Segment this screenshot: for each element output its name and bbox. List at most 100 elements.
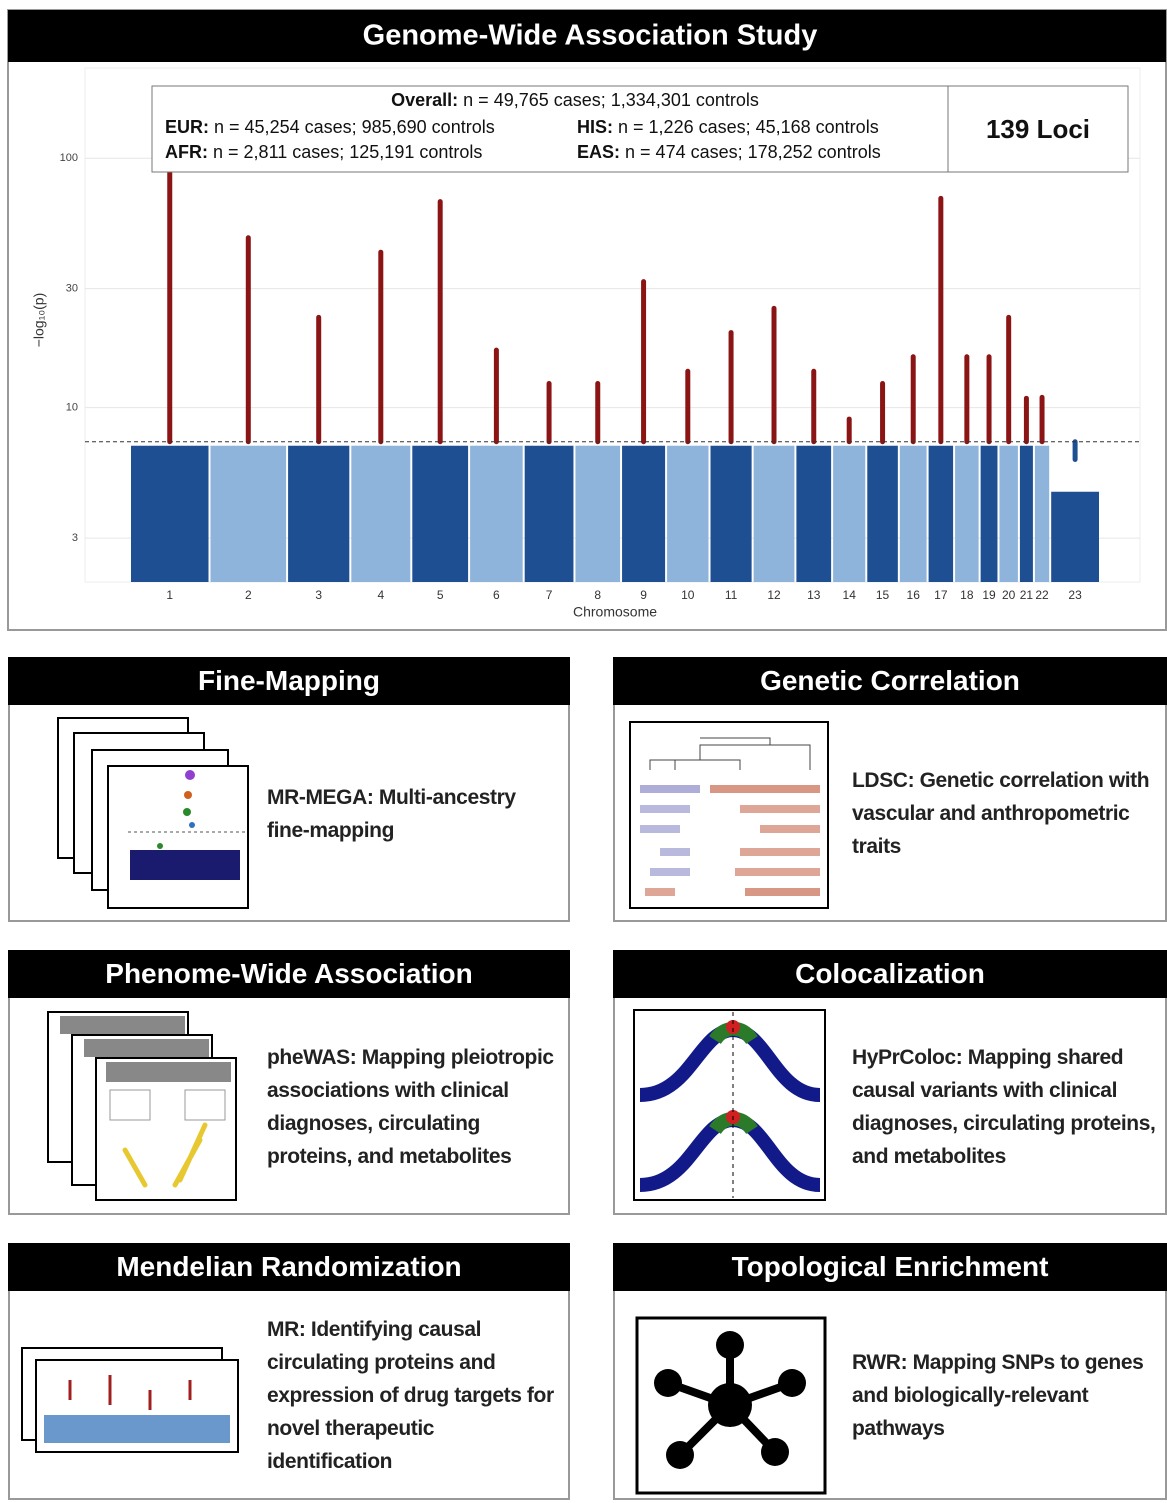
panel-description: RWR: Mapping SNPs to genes and biologica… <box>852 1351 1144 1440</box>
background-snps <box>622 445 666 582</box>
x-axis-label: Chromosome <box>573 604 657 620</box>
x-tick-label: 11 <box>725 588 738 602</box>
panel-description: HyPrColoc: Mapping shared causal variant… <box>852 1045 1156 1168</box>
cohort-label: EAS: <box>577 142 620 162</box>
panel-title: Genetic Correlation <box>613 657 1167 705</box>
panel-text: HyPrColoc: Mapping shared causal variant… <box>852 998 1164 1215</box>
panel-frame <box>8 657 570 922</box>
panel-description: MR-MEGA: Multi-ancestry fine-mapping <box>267 785 516 842</box>
background-snps <box>1051 491 1099 582</box>
panel-frame <box>8 1243 570 1500</box>
background-snps <box>131 445 209 582</box>
panel-text: RWR: Mapping SNPs to genes and biologica… <box>852 1291 1164 1500</box>
x-tick-label: 3 <box>315 588 322 602</box>
x-tick-label: 20 <box>1002 588 1016 602</box>
background-snps <box>1019 445 1033 582</box>
background-snps <box>833 445 866 582</box>
background-snps <box>667 445 709 582</box>
x-tick-label: 23 <box>1068 588 1082 602</box>
background-snps <box>351 445 411 582</box>
chart-title: Genome-Wide Association Study <box>363 20 818 52</box>
x-tick-label: 1 <box>166 588 173 602</box>
background-snps <box>980 445 998 582</box>
phewas-thumb <box>47 1011 237 1201</box>
cohort-text: n = 45,254 cases; 985,690 controls <box>214 117 495 137</box>
x-tick-label: 10 <box>681 588 695 602</box>
cohort-text: n = 474 cases; 178,252 controls <box>625 142 881 162</box>
cohort-text: n = 1,226 cases; 45,168 controls <box>618 117 879 137</box>
background-snps <box>412 445 469 582</box>
panel-title: Fine-Mapping <box>8 657 570 705</box>
panel-text: pheWAS: Mapping pleiotropic associations… <box>267 998 557 1215</box>
panel-description: pheWAS: Mapping pleiotropic associations… <box>267 1045 554 1168</box>
network-thumb <box>635 1316 827 1495</box>
x-tick-label: 8 <box>594 588 601 602</box>
cohort-label: Overall: <box>391 90 458 110</box>
panel-frame <box>613 657 1167 922</box>
background-snps <box>999 445 1018 582</box>
cohort-label: AFR: <box>165 142 208 162</box>
x-tick-label: 17 <box>934 588 948 602</box>
x-tick-label: 12 <box>767 588 781 602</box>
background-snps <box>928 445 954 582</box>
gwas-header <box>8 10 1166 62</box>
y-tick-label: 10 <box>66 402 78 414</box>
panel-text: MR: Identifying causal circulating prote… <box>267 1291 557 1500</box>
x-tick-label: 16 <box>907 588 921 602</box>
x-tick-label: 15 <box>876 588 890 602</box>
cohort-text: n = 2,811 cases; 125,191 controls <box>213 142 482 162</box>
finemap-thumb <box>57 717 249 909</box>
loci-count: 139 Loci <box>986 114 1090 144</box>
panel-frame <box>613 1243 1167 1500</box>
panel-frame <box>8 950 570 1215</box>
cohort-box <box>151 85 1129 173</box>
x-tick-label: 18 <box>960 588 974 602</box>
x-tick-label: 7 <box>546 588 553 602</box>
cohort-label: HIS: <box>577 117 613 137</box>
background-snps <box>867 445 898 582</box>
mr-thumb <box>21 1347 239 1453</box>
panel-description: MR: Identifying causal circulating prote… <box>267 1318 554 1473</box>
panel-title: Topological Enrichment <box>613 1243 1167 1291</box>
cohort-label: EUR: <box>165 117 209 137</box>
cohort-line: HIS: n = 1,226 cases; 45,168 controls <box>577 117 879 137</box>
x-tick-label: 2 <box>245 588 252 602</box>
cohort-text: n = 49,765 cases; 1,334,301 controls <box>463 90 759 110</box>
panel-title: Phenome-Wide Association <box>8 950 570 998</box>
background-snps <box>575 445 621 582</box>
x-tick-label: 14 <box>843 588 857 602</box>
y-axis-label: −log₁₀(p) <box>31 293 47 348</box>
background-snps <box>1034 445 1050 582</box>
x-tick-label: 22 <box>1035 588 1049 602</box>
background-snps <box>899 445 927 582</box>
x-tick-label: 13 <box>807 588 821 602</box>
y-tick-label: 30 <box>66 283 78 295</box>
x-tick-label: 9 <box>640 588 647 602</box>
panel-title: Colocalization <box>613 950 1167 998</box>
x-tick-label: 4 <box>377 588 384 602</box>
x-tick-label: 6 <box>493 588 500 602</box>
panel-title: Mendelian Randomization <box>8 1243 570 1291</box>
coloc-thumb <box>633 1009 826 1201</box>
x-tick-label: 21 <box>1020 588 1034 602</box>
background-snps <box>796 445 832 582</box>
panel-text: LDSC: Genetic correlation with vascular … <box>852 705 1164 922</box>
panel-text: MR-MEGA: Multi-ancestry fine-mapping <box>267 705 557 922</box>
background-snps <box>470 445 523 582</box>
thumbnails <box>21 717 829 1495</box>
cohort-line: AFR: n = 2,811 cases; 125,191 controls <box>165 142 482 162</box>
background-snps <box>210 445 287 582</box>
cohort-line: EUR: n = 45,254 cases; 985,690 controls <box>165 117 495 137</box>
cohort-line: EAS: n = 474 cases; 178,252 controls <box>577 142 881 162</box>
x-tick-label: 19 <box>982 588 996 602</box>
background-snps <box>955 445 979 582</box>
background-snps <box>710 445 752 582</box>
y-tick-label: 100 <box>60 152 78 164</box>
gencor-thumb <box>629 721 829 909</box>
y-tick-label: 3 <box>72 532 78 544</box>
x-tick-label: 5 <box>437 588 444 602</box>
background-snps <box>524 445 574 582</box>
